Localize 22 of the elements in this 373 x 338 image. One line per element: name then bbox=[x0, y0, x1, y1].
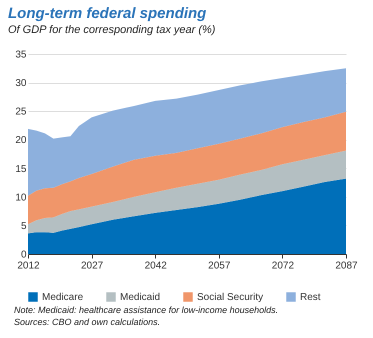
x-tick-label: 2042 bbox=[144, 260, 168, 272]
legend-label: Social Security bbox=[197, 292, 264, 303]
legend-label: Medicaid bbox=[120, 292, 160, 303]
source-note: Sources: CBO and own calculations. bbox=[14, 316, 162, 328]
y-tick-label: 10 bbox=[15, 192, 27, 204]
legend-label: Medicare bbox=[42, 292, 84, 303]
text: Note: Medicaid: healthcare assistance for low-income households. bbox=[14, 304, 280, 316]
y-tick-label: 0 bbox=[20, 250, 27, 260]
x-tick-label: 2072 bbox=[272, 260, 294, 272]
y-tick-label: 20 bbox=[15, 135, 27, 146]
legend-label: Rest bbox=[300, 292, 321, 303]
y-tick-label: 35 bbox=[15, 50, 27, 60]
x-tick-label: 2057 bbox=[208, 260, 231, 272]
y-tick-label: 25 bbox=[15, 106, 27, 118]
y-tick-label: 30 bbox=[15, 78, 27, 90]
x-tick-label: 2027 bbox=[80, 260, 104, 272]
x-tick-label: 2012 bbox=[17, 260, 40, 272]
x-tick-label: 2087 bbox=[335, 260, 358, 272]
chart-subtitle: Of GDP for the corresponding tax year (%) bbox=[8, 24, 216, 36]
y-tick-label: 15 bbox=[15, 164, 27, 175]
chart-title: Long-term federal spending bbox=[8, 5, 206, 22]
y-tick-label: 5 bbox=[20, 220, 27, 232]
